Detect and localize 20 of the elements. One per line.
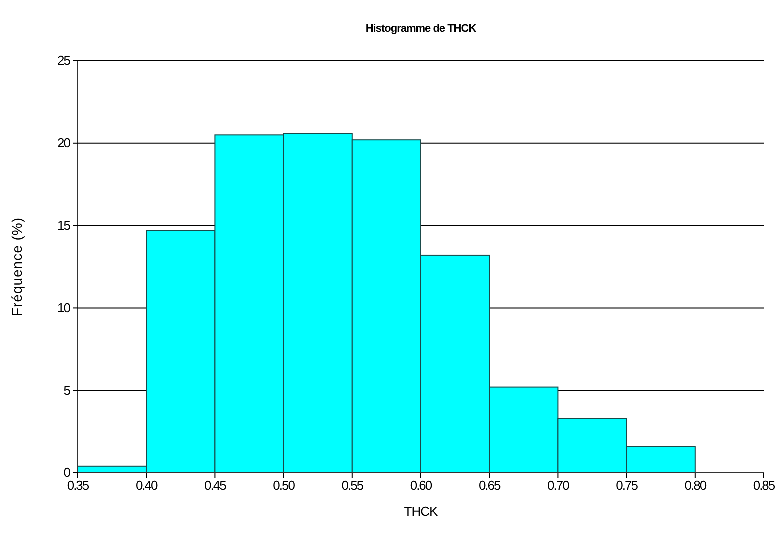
y-tick-label: 0 [64, 465, 71, 480]
y-tick-label: 10 [58, 300, 71, 316]
x-tick-label: 0.50 [273, 478, 296, 494]
x-tick-label: 0.80 [684, 478, 707, 494]
y-tick-label: 5 [64, 382, 71, 398]
x-tick-label: 0.65 [478, 478, 502, 494]
y-tick-label: 25 [58, 53, 71, 68]
x-tick-label: 0.75 [616, 478, 638, 494]
x-tick-label: 0.85 [753, 478, 776, 494]
x-tick-label: 0.40 [136, 478, 158, 494]
x-tick-label: 0.35 [67, 478, 90, 494]
x-tick-label: 0.70 [548, 478, 570, 494]
chart-title: Histogramme de THCK [366, 23, 477, 35]
y-tick-label: 15 [58, 218, 71, 233]
y-axis-title: Fréquence (%) [9, 217, 25, 317]
x-axis-title: THCK [404, 504, 439, 519]
y-tick-label: 20 [58, 136, 71, 151]
x-tick-label: 0.55 [342, 478, 364, 494]
x-tick-label: 0.60 [410, 478, 432, 494]
x-tick-label: 0.45 [204, 478, 227, 494]
